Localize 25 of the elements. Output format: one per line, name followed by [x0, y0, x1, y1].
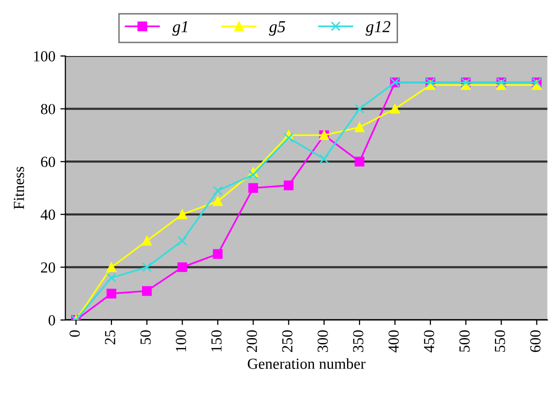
- y-tick-label: 20: [41, 262, 56, 273]
- y-axis-title: Fitness: [14, 166, 24, 210]
- x-tick-label: 150: [211, 330, 222, 352]
- legend-label: g5: [269, 21, 286, 36]
- y-tick-label: 0: [48, 315, 56, 326]
- x-tick-label: 400: [388, 330, 399, 352]
- legend-label: g12: [366, 21, 390, 36]
- x-axis-title: Generation number: [248, 358, 366, 369]
- legend-label: g1: [172, 21, 188, 36]
- y-tick-label: 80: [40, 104, 56, 114]
- x-tick-label: 0: [70, 330, 80, 337]
- y-tick-label: 60: [41, 156, 56, 168]
- x-tick-label: 550: [494, 330, 506, 352]
- x-tick-label: 25: [105, 330, 116, 344]
- x-tick-label: 450: [424, 330, 434, 352]
- x-tick-label: 500: [459, 330, 470, 352]
- x-tick-label: 100: [176, 330, 186, 352]
- x-tick-label: 300: [318, 330, 328, 352]
- y-tick-label: 40: [40, 210, 56, 220]
- x-tick-label: 350: [353, 330, 364, 352]
- x-tick-label: 50: [140, 330, 151, 344]
- x-tick-label: 250: [282, 330, 292, 352]
- x-tick-label: 600: [530, 330, 541, 352]
- x-tick-label: 200: [246, 330, 258, 352]
- y-tick-label: 100: [34, 51, 56, 62]
